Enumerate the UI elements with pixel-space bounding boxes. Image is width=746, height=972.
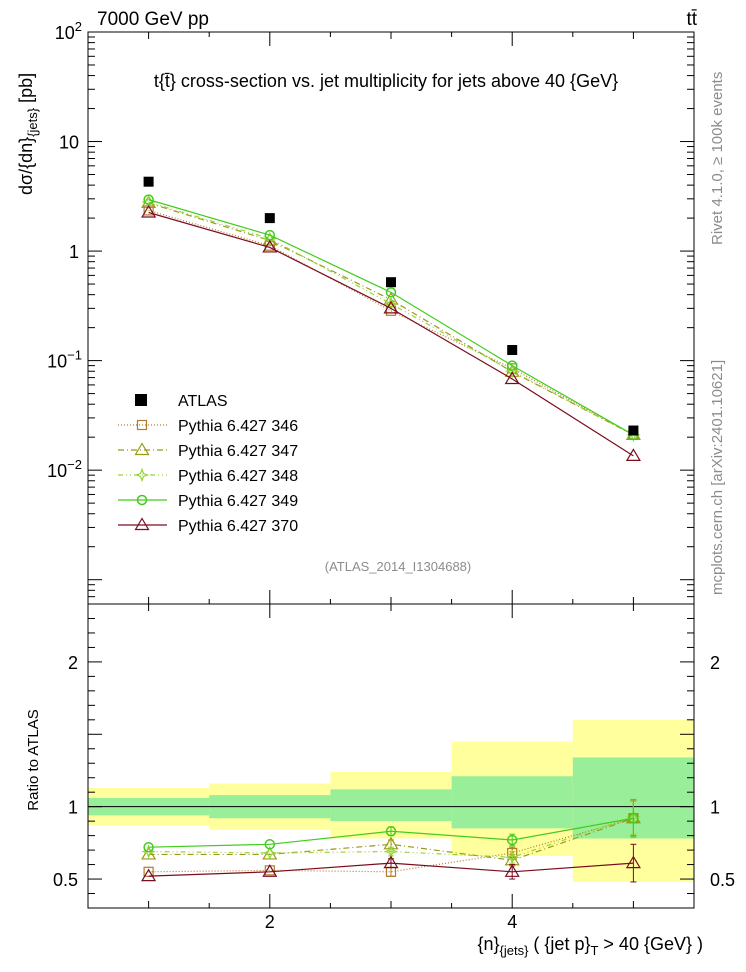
series-point: [383, 296, 399, 312]
y-tick-label: 10: [59, 133, 79, 153]
atlas-data: [143, 176, 639, 436]
ratio-axis-label: Ratio to ATLAS: [25, 709, 42, 810]
data-point: [264, 213, 275, 224]
series-point: [506, 360, 518, 371]
legend-marker: [135, 394, 147, 406]
ratio-y-tick-label: 1: [710, 798, 720, 818]
ratio-point: [628, 812, 639, 824]
uncertainty-band-inner: [451, 776, 573, 829]
ratio-y-tick-label: 2: [68, 653, 78, 673]
series-line: [148, 199, 634, 436]
ratio-point: [143, 866, 154, 877]
data-point: [386, 277, 396, 288]
main-panel: t{t̄} cross-section vs. jet multiplicity…: [16, 19, 695, 605]
ratio-point: [504, 864, 520, 877]
x-axis-label: {n}{jets} ( {jet p}T > 40 {GeV} ): [477, 934, 703, 958]
ratio-point: [262, 864, 278, 877]
ratio-panel: 2 2 1 1 0.5 0.5 2 4 Ratio to ATLAS: [25, 603, 735, 932]
ratio-point: [504, 850, 520, 865]
y-axis-label: dσ/{dn}{jets} [pb]: [16, 73, 40, 195]
ratio-y-tick-label: 0.5: [710, 870, 735, 890]
ratio-point: [385, 826, 397, 837]
y-tick-label: 10−2: [47, 457, 82, 481]
ratio-y-tick-label: 2: [710, 653, 720, 673]
series-point: [264, 229, 276, 241]
legend-label: Pythia 6.427 349: [178, 493, 298, 510]
series-point: [625, 448, 641, 461]
series-point: [504, 371, 520, 385]
legend-marker: [136, 419, 148, 431]
y-tick-label: 10−1: [47, 348, 82, 372]
ratio-point: [262, 845, 278, 861]
ratio-y-tick-label: 1: [68, 798, 78, 818]
ratio-series-5: [141, 843, 641, 883]
legend-marker: [136, 494, 148, 506]
x-tick-label: 2: [265, 912, 275, 932]
uncertainty-band-inner: [330, 789, 452, 822]
ratio-point: [141, 846, 157, 860]
ratio-point: [264, 839, 276, 850]
legend: ATLAS Pythia 6.427 346 Pythia 6.427 347 Pyt…: [118, 393, 298, 535]
ratio-series-4: [143, 798, 639, 853]
ratio-line: [148, 817, 634, 861]
series-line: [148, 211, 634, 457]
series-4: [143, 194, 639, 441]
legend-marker: [134, 467, 150, 483]
data-point: [628, 425, 639, 436]
series-point: [262, 231, 278, 246]
ratio-point: [383, 855, 399, 869]
series-3: [141, 194, 641, 443]
x-tick-label: 4: [507, 912, 517, 932]
legend-label: Pythia 6.427 347: [178, 443, 298, 460]
series-point: [143, 194, 154, 205]
series-5: [141, 204, 641, 461]
series-point: [262, 239, 278, 253]
series-point: [385, 287, 397, 298]
chart-title: t{t̄} cross-section vs. jet multiplicity…: [154, 71, 618, 91]
legend-marker: [134, 442, 150, 456]
ratio-point: [506, 834, 518, 846]
series-point: [383, 300, 399, 314]
legend-label: Pythia 6.427 348: [178, 468, 298, 485]
y-tick-label: 1: [69, 242, 79, 262]
series-point: [141, 204, 157, 218]
ratio-point: [143, 841, 154, 853]
series-point: [504, 364, 520, 379]
ratio-y-tick-label: 0.5: [53, 870, 78, 890]
data-point: [143, 176, 154, 187]
ratio-point: [141, 868, 157, 882]
data-point: [507, 345, 518, 356]
series-line: [148, 209, 634, 436]
y-tick-label: 102: [55, 19, 82, 43]
series-line: [148, 201, 634, 436]
rivet-label: Rivet 4.1.0, ≥ 100k events: [709, 72, 726, 245]
energy-label: 7000 GeV pp: [97, 9, 209, 30]
legend-label: Pythia 6.427 346: [178, 418, 298, 435]
process-label: tt̄: [686, 9, 697, 30]
legend-marker: [134, 517, 150, 531]
analysis-id: (ATLAS_2014_I1304688): [325, 559, 471, 574]
series-point: [141, 194, 156, 210]
mcplots-label: mcplots.cern.ch [arXiv:2401.10621]: [709, 360, 726, 595]
legend-label: ATLAS: [178, 393, 228, 410]
legend-label: Pythia 6.427 370: [178, 518, 298, 535]
ratio-point: [625, 855, 641, 869]
